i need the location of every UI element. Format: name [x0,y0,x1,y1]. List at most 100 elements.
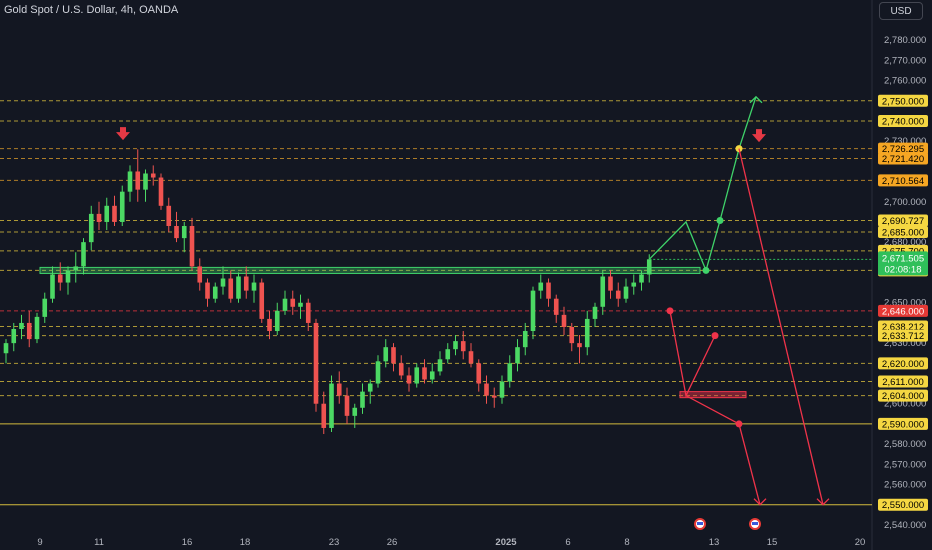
x-tick-label: 23 [329,537,340,548]
green-arrow-head [749,95,763,104]
candle-body [336,383,342,396]
candle [243,266,249,299]
candle [507,355,513,388]
y-tick-label: 2,760.000 [884,76,926,87]
candle [321,391,327,435]
price-tag-bg [878,357,928,370]
price-tag-label: 2,750.000 [882,96,924,107]
candle [329,375,334,432]
price-tag-label: 2,550.000 [882,500,924,511]
price-tag-label: 2,721.420 [882,154,924,165]
candle-body [267,318,272,332]
candle [189,217,195,271]
x-tick-label: 20 [855,537,866,548]
candle [228,270,234,303]
candle-body [608,276,613,291]
price-tag: 2,604.000 [878,389,928,402]
candle [158,173,164,210]
y-tick-label: 2,580.000 [884,439,926,450]
price-tag: 2,721.420 [878,152,928,165]
price-tag-bg [878,142,928,155]
candle [34,312,40,344]
y-tick-label: 2,770.000 [884,55,926,66]
price-tag-label: 2,710.564 [882,176,924,187]
candle-body [507,363,513,382]
candle [119,185,125,226]
currency-button[interactable]: USD [879,2,923,20]
x-tick-label: 26 [387,537,398,548]
candle-body [298,302,303,307]
candle [57,262,63,291]
candle [639,270,644,291]
candle [491,387,497,408]
candle-body [321,403,327,428]
candle [453,335,458,356]
candle-body [158,177,164,206]
us-flag-icon [749,518,761,530]
candle-body [600,276,606,307]
candle [422,359,427,384]
candle [143,169,148,202]
price-tag: 2,690.727 [878,214,928,227]
price-tag: 2,685.000 [878,226,928,239]
candle-body [429,371,435,380]
red-long-projection [738,148,824,505]
x-tick-label: 8 [624,537,629,548]
price-tag-label: 2,590.000 [882,419,924,430]
candle-body [34,316,40,340]
price-tag: 2,638.212 [878,320,928,333]
candle-body [577,343,582,348]
price-tag: 2,611.000 [878,375,928,388]
candle [305,298,311,332]
x-tick-label: 2025 [495,537,517,548]
candle-body [406,375,412,384]
candle [623,278,629,303]
x-tick-label: 9 [37,537,42,548]
candle [406,367,412,392]
candle [174,211,179,243]
candle-body [104,205,110,222]
candle [615,282,621,307]
candle-body [174,226,179,239]
candle-body [73,266,79,271]
red-long-arrow-head [816,498,830,506]
candle-body [484,383,489,396]
green-pivot-dot [716,216,724,224]
candle-body [81,242,86,267]
candle-body [135,171,141,190]
x-tick-label: 11 [94,537,104,548]
candle-body [546,282,551,299]
x-tick-label: 6 [565,537,570,548]
price-tag-bg [878,114,928,127]
candle [135,149,141,202]
candle [577,335,582,364]
green-pivot-dot [702,266,710,274]
candle [336,371,342,404]
price-tag: 2,710.564 [878,174,928,187]
candle-body [584,318,590,348]
price-tag: 2,550.000 [878,498,928,511]
candle [592,302,598,327]
y-tick-label: 2,730.000 [884,136,926,147]
price-tag-bg [878,304,928,317]
price-tag-bg [878,329,928,342]
candle-body [522,331,528,348]
candle-body [65,270,71,283]
candle-body [639,274,644,283]
candle-body [228,278,234,299]
candle [484,375,489,404]
red-projection-path [669,310,761,505]
candle-body [251,282,257,291]
candle-body [189,226,195,267]
candle-body [414,367,420,384]
support-zone [39,266,701,274]
candle-body [468,351,474,364]
candle-body [205,282,210,299]
candle [515,339,520,372]
candle [212,282,218,303]
candle [166,197,172,233]
candle-body [375,361,381,384]
candle [267,310,272,340]
candle [181,221,187,253]
